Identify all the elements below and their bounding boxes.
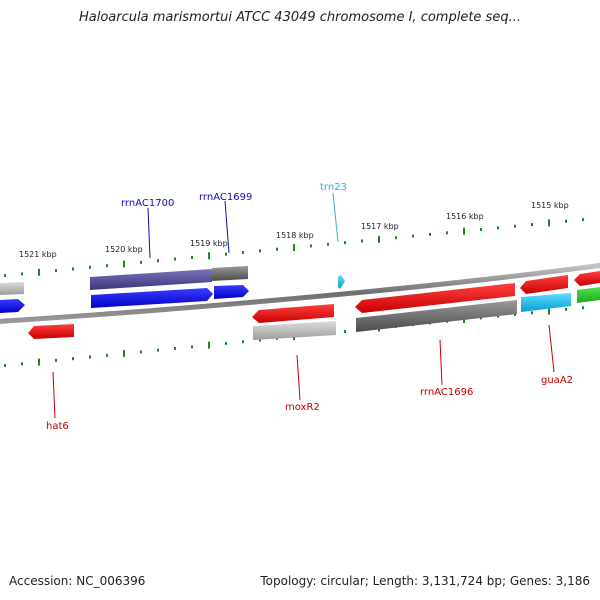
label-line-trn23 [332,192,339,243]
gene-feature-rrnAC1699[interactable] [212,266,248,281]
gene-label-rrnAC1700[interactable]: rrnAC1700 [121,198,174,209]
gene-feature-blue-2[interactable] [214,285,249,299]
gene-feature-green-right[interactable] [577,287,600,303]
scale-label: 1520 kbp [105,245,143,254]
scale-label: 1521 kbp [19,250,57,259]
label-line-hat6 [52,371,56,419]
gene-label-hat6[interactable]: hat6 [46,421,69,432]
gene-label-moxR2[interactable]: moxR2 [285,402,320,413]
gene-feature-guaA2[interactable] [521,293,571,312]
gene-feature-rrnAC1696-gray[interactable] [356,300,517,332]
gene-label-guaA2[interactable]: guaA2 [541,375,573,386]
topology-text: Topology: circular; Length: 3,131,724 bp… [260,574,590,588]
scale-label: 1518 kbp [276,231,314,240]
gene-label-rrnAC1696[interactable]: rrnAC1696 [420,387,473,398]
chromosome-backbone [0,262,600,324]
label-line-rrnAC1699 [224,200,230,254]
gene-label-trn23[interactable]: trn23 [320,182,347,193]
scale-label: 1516 kbp [446,212,484,221]
label-line-rrnAC1700 [147,207,151,259]
gene-feature-blue-left[interactable] [0,299,25,313]
gene-feature-gray-left[interactable] [0,282,24,295]
gene-feature-rrnAC1700[interactable] [90,269,212,290]
scale-label: 1519 kbp [190,239,228,248]
scale-ticks-upper [4,218,584,278]
accession-text: Accession: NC_006396 [9,574,146,588]
label-line-moxR2 [296,354,301,401]
gene-feature-hat6[interactable] [28,324,74,339]
gene-feature-blue-1[interactable] [91,288,213,308]
gene-feature-rrnAC1696[interactable] [355,283,515,313]
gene-feature-trn23[interactable] [338,275,345,289]
gene-feature-moxR2[interactable] [252,304,334,323]
gene-feature-moxR2-gray[interactable] [253,321,336,340]
scale-label: 1517 kbp [361,222,399,231]
gene-feature-red-right-2[interactable] [574,271,600,286]
gene-feature-red-right-1[interactable] [520,275,568,294]
label-line-guaA2 [548,324,555,373]
scale-label: 1515 kbp [531,201,569,210]
map-title: Haloarcula marismortui ATCC 43049 chromo… [79,10,521,25]
label-line-rrnAC1696 [439,339,443,386]
gene-label-rrnAC1699[interactable]: rrnAC1699 [199,192,252,203]
